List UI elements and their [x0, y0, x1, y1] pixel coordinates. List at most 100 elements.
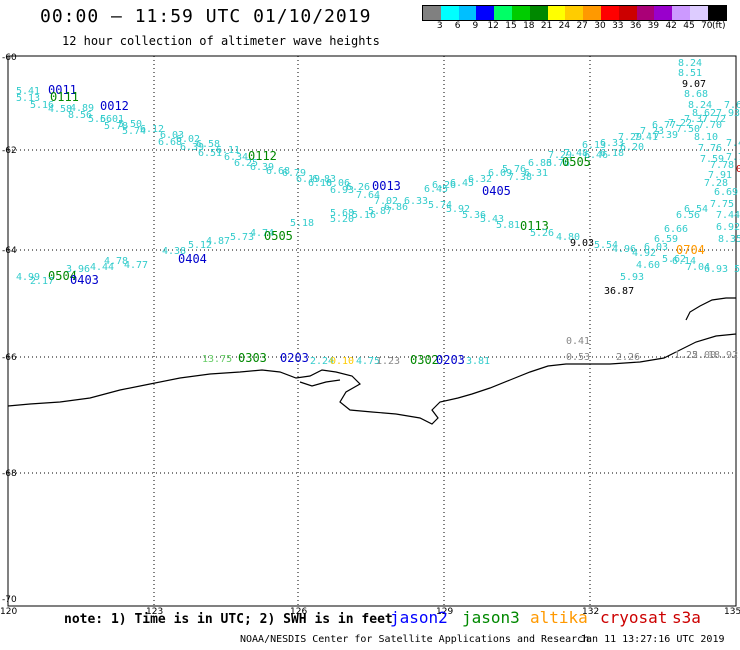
wave-height-label: 8.51	[678, 68, 702, 79]
pass-time-label: 0505	[562, 155, 591, 169]
wave-height-label: 2.00	[692, 350, 716, 361]
wave-height-label: 0.41	[736, 164, 740, 175]
wave-height-label: 6.03	[160, 130, 184, 141]
wave-height-label: 7.4	[726, 138, 740, 149]
pass-time-label: 0704	[676, 243, 705, 257]
graticule	[8, 56, 736, 606]
legend-labels: 3 6 9 12 15 18 21 24 27 30 33 36 39 42 45 70	[422, 21, 740, 33]
wave-height-label: 5.87	[368, 206, 392, 217]
satellite-jason3: jason3	[462, 608, 520, 627]
wave-height-label: 6.06	[326, 178, 350, 189]
wave-height-label: 7.6	[724, 100, 740, 111]
lat-label: -62	[2, 146, 17, 156]
wave-height-label: 4.44	[90, 262, 114, 273]
legend-swatch	[494, 6, 512, 20]
legend-swatch	[654, 6, 673, 20]
pass-time-label: 0112	[248, 149, 277, 163]
pass-time-label: 0404	[178, 252, 207, 266]
map-subtitle: 12 hour collection of altimeter wave hei…	[62, 34, 380, 48]
wave-height-label: 5.78	[104, 121, 128, 132]
lat-label: -64	[2, 246, 17, 256]
wave-height-label: 2.17	[30, 276, 54, 287]
wave-height-label: 6.45	[450, 178, 474, 189]
legend-tick-label: 15	[505, 21, 517, 31]
wave-height-label: 8.24	[678, 58, 702, 69]
wave-height-label: 5.16	[352, 210, 376, 221]
wave-height-label: 7.29	[618, 132, 642, 143]
wave-height-label: 4.92	[632, 248, 656, 259]
wave-height-label: 7.02	[374, 196, 398, 207]
wave-height-label: 0.10	[330, 356, 354, 367]
pass-time-label: 0403	[70, 273, 99, 287]
wave-height-label: 6.83	[312, 174, 336, 185]
legend-tick-label: 9	[472, 21, 479, 31]
wave-height-label: 3.81	[466, 356, 490, 367]
wave-height-label: 7.41	[634, 132, 658, 143]
wave-height-label: 7.78	[710, 160, 734, 171]
credit-line: NOAA/NESDIS Center for Satellite Applica…	[240, 634, 590, 645]
pass-time-label: 0405	[482, 184, 511, 198]
legend-tick-label: 18	[523, 21, 535, 31]
wave-height-label: 5.93	[620, 272, 644, 283]
wave-height-label: 18.92	[708, 350, 738, 361]
legend-swatch	[440, 6, 459, 20]
wave-height-label: 6.59	[654, 234, 678, 245]
satellite-jason2: jason2	[390, 608, 448, 627]
wave-height-label: 1.25	[674, 350, 698, 361]
pass-time-label: 0505	[264, 229, 293, 243]
pass-time-label: 0013	[372, 179, 401, 193]
wave-height-label: 6.11	[216, 145, 240, 156]
wave-height-label: 7.37	[684, 114, 708, 125]
wave-height-label: 5.16	[30, 100, 54, 111]
legend-tick-label: 33	[612, 21, 624, 31]
wave-height-label: 7.70	[698, 120, 722, 131]
wave-height-label: 0.41	[566, 336, 590, 347]
legend-swatch	[547, 6, 566, 20]
legend-swatch	[583, 6, 601, 20]
lon-label: 123	[146, 607, 163, 617]
legend-swatch	[618, 6, 637, 20]
wave-height-label: 8.56	[68, 110, 92, 121]
legend-swatch	[458, 6, 477, 20]
wave-height-label: 9.07	[682, 79, 706, 90]
wave-height-label: 4.80	[556, 232, 580, 243]
legend-tick-label: 70	[701, 21, 713, 31]
wave-height-label: 6.45	[424, 184, 448, 195]
wave-height-label: 6.09	[488, 168, 512, 179]
wave-height-label: 7.28	[704, 178, 728, 189]
wave-height-label: 6.68	[158, 137, 182, 148]
wave-height-label: 7.72	[702, 114, 726, 125]
legend-tick-label: 21	[540, 21, 553, 31]
lon-label: 135	[724, 607, 740, 617]
lon-label: 132	[582, 607, 599, 617]
wave-height-label: 4.60	[636, 260, 660, 271]
wave-height-label: 7.29	[548, 150, 572, 161]
legend-tick-label: 39	[647, 21, 660, 31]
legend-tick-label: 45	[683, 21, 695, 31]
lon-label: 129	[436, 607, 453, 617]
coastline-inlet	[299, 379, 341, 387]
wave-height-label: 7.22	[668, 118, 692, 129]
pass-time-label: 0302	[410, 353, 439, 367]
wave-height-label: 6.12	[140, 124, 164, 135]
wave-height-label: 5	[734, 264, 740, 275]
legend-tick-label: 42	[665, 21, 677, 31]
wave-height-label: 7.93	[716, 108, 740, 119]
wave-height-label: 6.32	[468, 174, 492, 185]
wave-height-label: 5.13	[16, 93, 40, 104]
wave-height-label: 6.68	[266, 166, 290, 177]
wave-height-label: 6.26	[346, 182, 370, 193]
wave-height-label: 6.86	[384, 202, 408, 213]
wave-height-label: 5.12	[188, 240, 212, 251]
wave-height-label: 7.64	[356, 190, 380, 201]
coastline	[7, 297, 737, 425]
wave-height-label: 7.44	[716, 210, 740, 221]
wave-height-label: 2.24	[310, 356, 334, 367]
wave-height-label: 7.76	[698, 143, 722, 154]
legend-tick-label: 3	[436, 21, 443, 31]
wave-height-label: 6.26	[432, 180, 456, 191]
wave-height-label: 4.87	[206, 236, 230, 247]
wave-height-label: 8.24	[688, 100, 712, 111]
satellite-s3a: s3a	[672, 608, 701, 627]
